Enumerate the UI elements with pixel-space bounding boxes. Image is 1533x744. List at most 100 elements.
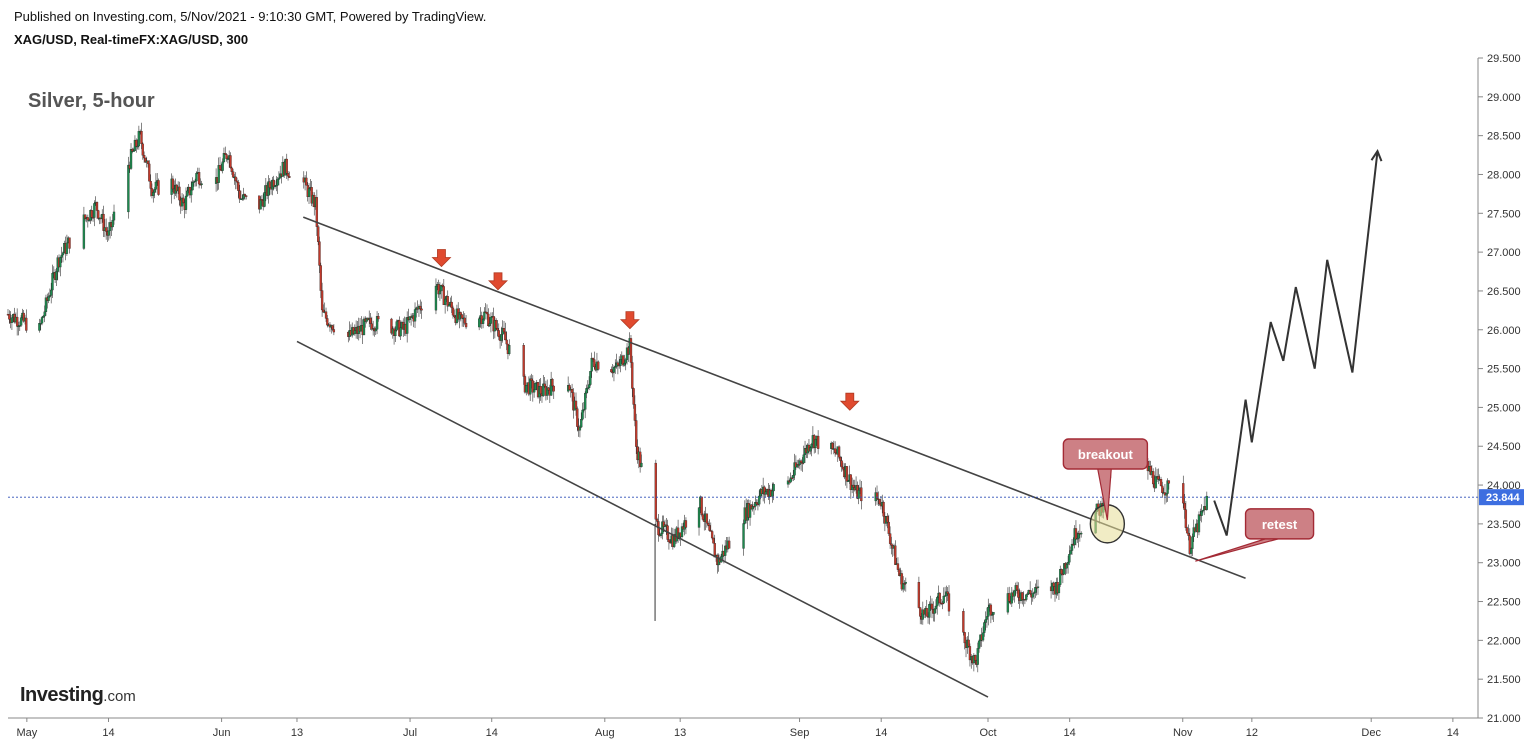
y-tick-label: 23.000	[1487, 558, 1521, 570]
candle-body	[619, 359, 622, 366]
candle-body	[896, 563, 900, 570]
candle-body	[570, 389, 574, 393]
logo-main: Investing	[20, 684, 104, 706]
candle-body	[437, 284, 440, 295]
candle-body	[1008, 593, 1011, 602]
y-tick-label: 28.000	[1487, 169, 1521, 181]
x-tick-label: Oct	[979, 727, 996, 739]
candle-body	[878, 499, 881, 505]
current-price-label: 23.844	[1486, 492, 1521, 504]
x-tick-label: Aug	[595, 727, 615, 739]
candle-body	[230, 167, 233, 172]
candle-body	[144, 157, 147, 163]
candle-body	[178, 186, 181, 201]
candle-body	[712, 537, 715, 544]
channel-lower-line	[296, 340, 989, 698]
candle-body	[665, 524, 668, 526]
candle-body	[1006, 593, 1010, 613]
candle-body	[154, 181, 158, 190]
candle-body	[107, 230, 110, 236]
candle-body	[798, 460, 801, 465]
candle-body	[226, 158, 230, 160]
down-arrow-marker	[488, 272, 508, 291]
candle-body	[153, 189, 156, 193]
candle-body	[1161, 485, 1164, 493]
candle-body	[420, 308, 423, 311]
candle-body	[852, 484, 855, 488]
candle-body	[268, 181, 271, 188]
y-tick-label: 23.500	[1487, 519, 1521, 531]
candle-body	[532, 389, 536, 393]
candle-body	[438, 290, 442, 295]
candle-body	[984, 619, 987, 623]
candle-body	[82, 214, 86, 249]
candle-body	[237, 182, 240, 191]
y-tick-label: 27.500	[1487, 208, 1521, 220]
candle-body	[708, 525, 711, 531]
candle-body	[662, 521, 665, 527]
candle-body	[925, 608, 928, 617]
candle-body	[1192, 527, 1195, 537]
candle-body	[1051, 582, 1054, 592]
candle-body	[543, 383, 546, 387]
candle-body	[95, 201, 99, 211]
candle-body	[1076, 538, 1079, 540]
candle-body	[105, 227, 108, 232]
candle-body	[772, 484, 775, 492]
candle-body	[413, 309, 417, 322]
candle-body	[991, 614, 994, 616]
x-tick-label: 14	[486, 727, 498, 739]
candle-body	[635, 420, 638, 447]
candle-body	[742, 523, 745, 549]
candle-body	[318, 241, 321, 266]
candle-body	[395, 321, 398, 331]
candle-body	[529, 378, 532, 395]
candle-body	[680, 526, 684, 537]
candle-body	[460, 314, 464, 319]
candle-body	[320, 290, 324, 311]
candle-body	[837, 446, 841, 458]
candle-body	[943, 595, 947, 597]
candle-body	[771, 490, 774, 497]
x-tick-label: 13	[291, 727, 303, 739]
candle-body	[847, 480, 850, 482]
candle-body	[551, 379, 554, 387]
candle-body	[755, 502, 758, 505]
candle-body	[1152, 471, 1155, 485]
candle-body	[508, 345, 511, 355]
candle-body	[661, 521, 664, 534]
candle-body	[659, 533, 663, 536]
candle-body	[1157, 476, 1160, 480]
candle-body	[684, 520, 688, 528]
candle-body	[654, 462, 657, 520]
candle-body	[549, 379, 553, 396]
candle-body	[710, 531, 714, 539]
y-tick-label: 29.500	[1487, 53, 1521, 65]
candle-body	[111, 219, 114, 228]
candle-body	[447, 304, 451, 307]
candle-body	[137, 131, 141, 147]
y-tick-label: 26.500	[1487, 286, 1521, 298]
candle-body	[260, 199, 264, 201]
candle-body	[1069, 550, 1072, 555]
candle-body	[700, 496, 703, 515]
candle-body	[1077, 533, 1080, 539]
candle-body	[1166, 480, 1169, 494]
candle-body	[754, 502, 757, 507]
candle-body	[1010, 592, 1013, 604]
candle-body	[22, 312, 25, 322]
candle-body	[1154, 476, 1157, 489]
candle-body	[833, 448, 837, 454]
candle-body	[1057, 584, 1061, 594]
candle-body	[727, 540, 731, 549]
candle-body	[591, 357, 595, 360]
candle-body	[259, 199, 262, 210]
published-credit: Published on Investing.com, 5/Nov/2021 -…	[14, 9, 487, 24]
candle-body	[399, 327, 402, 337]
candle-body	[840, 460, 843, 468]
candle-body	[933, 608, 936, 614]
y-tick-label: 24.000	[1487, 480, 1521, 492]
candle-body	[406, 317, 409, 334]
candle-body	[234, 176, 237, 182]
